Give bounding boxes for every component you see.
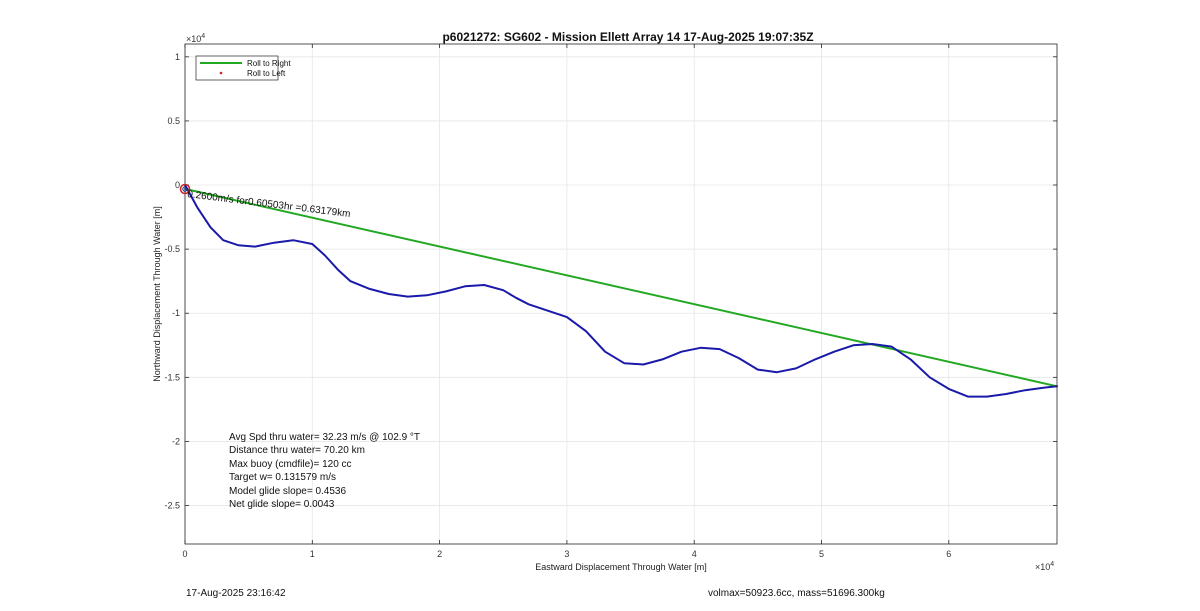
legend-label-roll-left: Roll to Left <box>247 69 286 78</box>
grid <box>184 44 1057 544</box>
y-tick-label: 0 <box>175 180 180 190</box>
series-track <box>184 184 1058 398</box>
start-circle-blue <box>182 186 188 192</box>
x-tick-label: 1 <box>310 549 315 559</box>
y-exponent: ×104 <box>186 33 205 44</box>
y-exponent-base: ×10 <box>186 34 201 44</box>
x-tick-label: 2 <box>437 549 442 559</box>
legend-label-roll-right: Roll to Right <box>247 59 291 68</box>
stats-block: Avg Spd thru water= 32.23 m/s @ 102.9 °T… <box>229 432 420 510</box>
x-exponent-power: 4 <box>1050 561 1054 568</box>
x-tick-label: 3 <box>564 549 569 559</box>
plot-background <box>185 44 1057 544</box>
stat-line: Avg Spd thru water= 32.23 m/s @ 102.9 °T <box>229 432 420 443</box>
y-tick-label: -0.5 <box>164 244 180 254</box>
legend: Roll to Right Roll to Left <box>195 55 291 81</box>
stat-line: Target w= 0.131579 m/s <box>229 472 336 483</box>
y-tick-label: -1 <box>172 308 180 318</box>
svg-text:×104: ×104 <box>1035 561 1054 572</box>
stat-line: Net glide slope= 0.0043 <box>229 499 335 510</box>
series-lines <box>184 184 1058 398</box>
y-tick-label: -1.5 <box>164 372 180 382</box>
chart-title: p6021272: SG602 - Mission Ellett Array 1… <box>442 30 813 44</box>
x-tick-label: 4 <box>692 549 697 559</box>
start-marker <box>179 183 191 195</box>
start-circle-red <box>179 183 191 195</box>
series-roll-right <box>184 187 1058 388</box>
stat-line: Distance thru water= 70.20 km <box>229 445 365 456</box>
x-tick-label: 6 <box>946 549 951 559</box>
x-tick-label: 0 <box>182 549 187 559</box>
y-tick-label: -2 <box>172 436 180 446</box>
y-tick-label: 0.5 <box>167 116 180 126</box>
ticks: 0 1 2 3 4 5 6 1 0.5 0 -0.5 -1 -1.5 -2 -2.5 <box>164 44 1057 559</box>
x-axis-label: Eastward Displacement Through Water [m] <box>535 562 707 572</box>
footer-vol-mass: volmax=50923.6cc, mass=51696.300kg <box>708 588 885 599</box>
y-tick-label: 1 <box>175 52 180 62</box>
y-exponent-power: 4 <box>201 33 205 40</box>
stat-line: Model glide slope= 0.4536 <box>229 486 346 497</box>
x-exponent-base: ×10 <box>1035 562 1050 572</box>
x-exponent: ×104 <box>1035 561 1054 572</box>
plot-frame <box>184 43 1058 545</box>
footer-timestamp: 17-Aug-2025 23:16:42 <box>186 588 286 599</box>
svg-text:×104: ×104 <box>186 33 205 44</box>
stat-line: Max buoy (cmdfile)= 120 cc <box>229 459 352 470</box>
y-tick-label: -2.5 <box>164 501 180 511</box>
x-tick-label: 5 <box>819 549 824 559</box>
legend-box <box>195 55 279 81</box>
legend-swatch-roll-left <box>219 71 223 75</box>
y-axis-label: Northward Displacement Through Water [m] <box>152 206 162 382</box>
